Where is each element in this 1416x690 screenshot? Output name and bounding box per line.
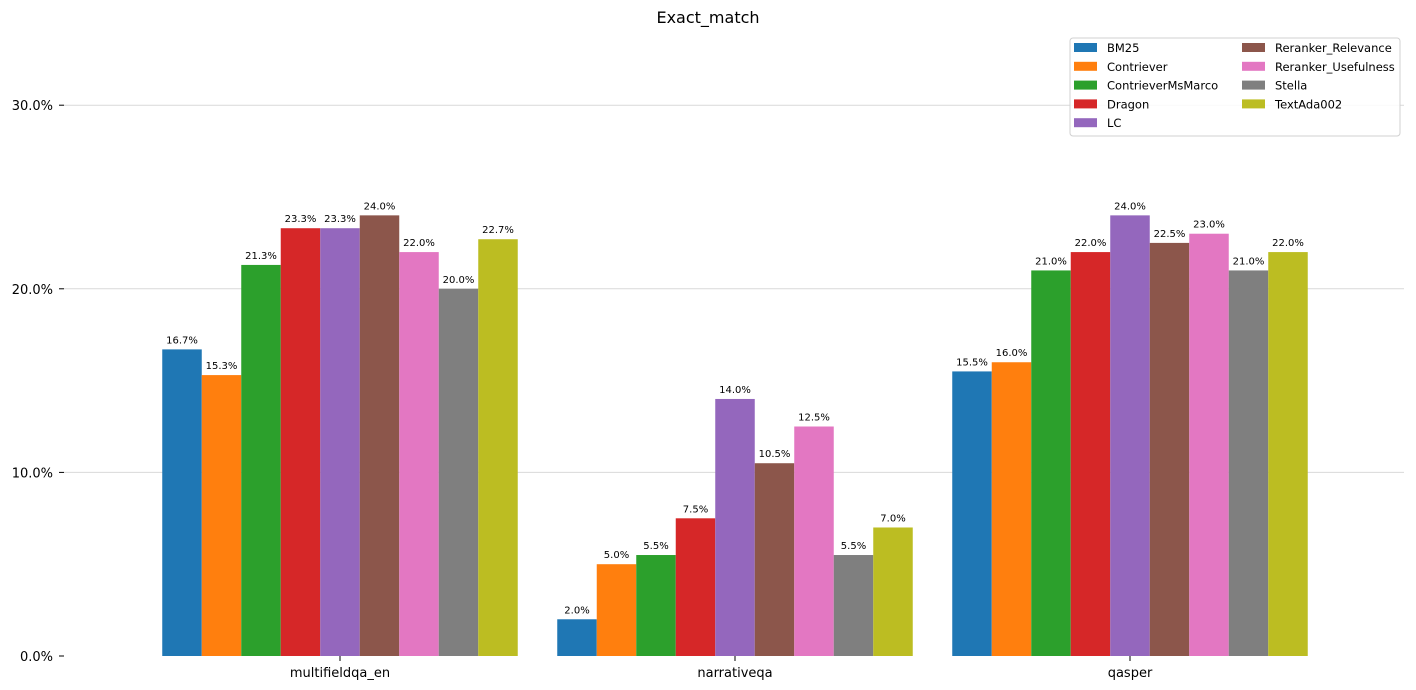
legend-label: Reranker_Usefulness	[1275, 60, 1395, 74]
bar	[1268, 252, 1308, 656]
bar	[873, 527, 913, 656]
bar-value-label: 23.3%	[324, 214, 356, 225]
bar-value-label: 21.0%	[1233, 256, 1265, 267]
bar	[280, 228, 321, 656]
bar	[833, 555, 874, 656]
legend-swatch	[1242, 43, 1265, 52]
y-tick-label: 30.0%	[12, 99, 53, 114]
bar	[794, 426, 834, 656]
legend-swatch	[1074, 99, 1097, 109]
bar-value-label: 5.0%	[604, 550, 629, 561]
legend-label: Reranker_Relevance	[1275, 41, 1392, 55]
bar-value-label: 5.5%	[841, 541, 866, 552]
bar	[675, 518, 716, 656]
legend-swatch	[1074, 61, 1097, 71]
legend-swatch	[1074, 80, 1097, 90]
legend-label: TextAda002	[1274, 97, 1342, 111]
legend-label: Dragon	[1107, 97, 1149, 111]
x-tick-label: qasper	[1108, 666, 1153, 681]
bar-value-label: 22.0%	[1075, 238, 1107, 249]
legend-swatch	[1074, 43, 1097, 52]
bar	[1110, 215, 1150, 657]
bar	[399, 252, 439, 656]
bar	[952, 371, 992, 656]
bar-value-label: 20.0%	[443, 275, 475, 286]
bar-value-label: 22.0%	[403, 238, 435, 249]
legend-label: BM25	[1107, 41, 1139, 55]
bar	[991, 362, 1032, 656]
bar-value-label: 10.5%	[759, 449, 791, 460]
legend-label: ContrieverMsMarco	[1107, 79, 1218, 93]
bar	[754, 463, 795, 656]
bar	[557, 619, 597, 656]
bar-value-label: 5.5%	[643, 541, 668, 552]
bar-value-label: 7.0%	[880, 513, 905, 524]
bar	[1189, 233, 1229, 656]
bar	[596, 564, 637, 656]
bar	[715, 398, 755, 656]
bar-value-label: 15.5%	[956, 357, 988, 368]
bar-value-label: 2.0%	[564, 605, 589, 616]
legend-box	[1069, 37, 1401, 137]
legend-swatch	[1074, 118, 1097, 128]
bar	[359, 215, 400, 657]
legend-swatch	[1242, 61, 1265, 71]
bar-value-label: 16.7%	[166, 335, 198, 346]
bar	[162, 349, 202, 656]
legend-label: LC	[1107, 116, 1121, 130]
chart-title: Exact_match	[656, 8, 760, 27]
bar-value-label: 16.0%	[996, 348, 1028, 359]
bar	[636, 555, 676, 656]
y-tick-label: 20.0%	[12, 283, 53, 298]
bar-value-label: 22.7%	[482, 225, 514, 236]
bar	[1149, 242, 1190, 656]
bar-value-label: 24.0%	[364, 201, 396, 212]
bar-value-label: 23.3%	[285, 214, 317, 225]
bar-value-label: 14.0%	[719, 385, 751, 396]
bar	[241, 264, 281, 656]
bar	[1070, 252, 1111, 656]
legend-label: Stella	[1275, 79, 1307, 93]
y-tick-label: 10.0%	[12, 466, 53, 481]
bar	[438, 288, 479, 656]
legend-label: Contriever	[1107, 60, 1168, 74]
bar	[201, 375, 242, 656]
bar-value-label: 21.3%	[245, 251, 277, 262]
bar	[1228, 270, 1269, 656]
y-tick-label: 0.0%	[20, 650, 53, 665]
bar	[478, 239, 518, 656]
bar	[1031, 270, 1071, 656]
bar-value-label: 12.5%	[798, 413, 830, 424]
x-tick-label: narrativeqa	[697, 666, 772, 681]
bar-value-label: 24.0%	[1114, 201, 1146, 212]
bar-value-label: 23.0%	[1193, 220, 1225, 231]
bar-value-label: 22.0%	[1272, 238, 1304, 249]
legend-swatch	[1242, 99, 1265, 109]
bar-value-label: 15.3%	[206, 361, 238, 372]
bar	[320, 228, 360, 656]
bar-value-label: 22.5%	[1154, 229, 1186, 240]
bar-value-label: 7.5%	[683, 504, 708, 515]
legend-swatch	[1242, 80, 1265, 90]
x-tick-label: multifieldqa_en	[290, 666, 390, 681]
bar-value-label: 21.0%	[1035, 256, 1067, 267]
